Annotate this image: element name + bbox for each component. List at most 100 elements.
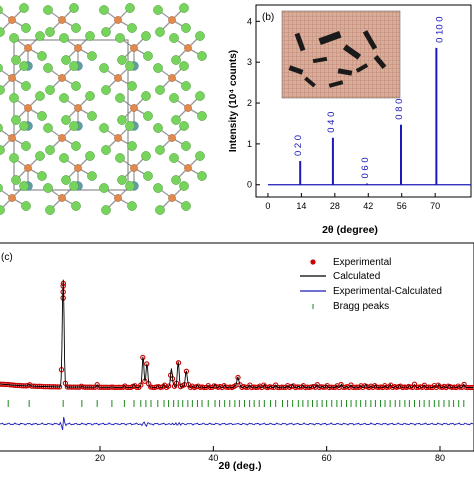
- y-tick-label: 4: [247, 16, 252, 26]
- chlorine-atom: [61, 115, 70, 124]
- x-tick-label: 14: [296, 201, 306, 211]
- chlorine-atom: [125, 121, 134, 130]
- chlorine-atom: [169, 93, 178, 102]
- peak-index-label: 0 2 0: [293, 135, 304, 156]
- tellurium-atom: [184, 164, 191, 171]
- tellurium-atom: [8, 194, 15, 201]
- chlorine-atom: [127, 23, 136, 32]
- x-tick-label: 0: [265, 201, 270, 211]
- chlorine-atom: [87, 171, 96, 180]
- chlorine-atom: [153, 63, 162, 72]
- x-tick-label: 28: [330, 201, 340, 211]
- chlorine-atom: [43, 123, 52, 132]
- chlorine-atom: [21, 141, 30, 150]
- chlorine-atom: [141, 151, 150, 160]
- peak-index-label: 0 6 0: [360, 157, 371, 178]
- chlorine-atom: [153, 183, 162, 192]
- chlorine-atom: [45, 27, 54, 36]
- chlorine-atom: [19, 3, 28, 12]
- chlorine-atom: [11, 115, 20, 124]
- chlorine-atom: [115, 93, 124, 102]
- chlorine-atom: [59, 93, 68, 102]
- difference-curve: [0, 417, 473, 430]
- chlorine-atom: [117, 115, 126, 124]
- tellurium-atom: [168, 134, 175, 141]
- chlorine-atom: [153, 123, 162, 132]
- tellurium-atom: [24, 104, 31, 111]
- chlorine-atom: [179, 181, 188, 190]
- tellurium-atom: [74, 104, 81, 111]
- y-tick-label: 1: [247, 139, 252, 149]
- peak-index-label: 0 8 0: [394, 99, 405, 120]
- crystal-photo-inset: [282, 11, 400, 98]
- tellurium-atom: [58, 194, 65, 201]
- tellurium-atom: [114, 194, 121, 201]
- chlorine-atom: [195, 91, 204, 100]
- tellurium-atom: [130, 104, 137, 111]
- panel-c-frame: [0, 243, 474, 451]
- chlorine-atom: [155, 205, 164, 214]
- chlorine-atom: [195, 151, 204, 160]
- rietveld-panel: (c) Experimental Calculated Experimental…: [0, 243, 474, 472]
- chlorine-atom: [115, 153, 124, 162]
- chlorine-atom: [71, 81, 80, 90]
- chlorine-atom: [99, 63, 108, 72]
- chlorine-atom: [181, 23, 190, 32]
- chlorine-atom: [61, 55, 70, 64]
- tellurium-atom: [24, 44, 31, 51]
- chlorine-atom: [101, 145, 110, 154]
- crystal-structure-panel: [0, 3, 207, 214]
- chlorine-atom: [171, 55, 180, 64]
- bragg-peak-markers: [8, 400, 464, 407]
- chlorine-atom: [153, 5, 162, 14]
- tellurium-atom: [58, 74, 65, 81]
- panel-c-x-axis-label: 2θ (deg.): [218, 460, 261, 472]
- chlorine-atom: [141, 31, 150, 40]
- x-tick-label: 20: [95, 453, 105, 463]
- chlorine-atom: [125, 61, 134, 70]
- x-tick-label: 70: [430, 201, 440, 211]
- chlorine-atom: [171, 115, 180, 124]
- chlorine-atom: [87, 111, 96, 120]
- tellurium-atom: [114, 134, 121, 141]
- tellurium-atom: [58, 134, 65, 141]
- legend-calculated: Calculated: [333, 271, 380, 282]
- tellurium-atom: [114, 74, 121, 81]
- chlorine-atom: [195, 31, 204, 40]
- chlorine-atom: [9, 153, 18, 162]
- chlorine-atom: [87, 51, 96, 60]
- chlorine-atom: [71, 141, 80, 150]
- chlorine-atom: [9, 33, 18, 42]
- chlorine-atom: [143, 171, 152, 180]
- panel-b-x-axis-label: 2θ (degree): [322, 224, 378, 236]
- chlorine-atom: [181, 81, 190, 90]
- chlorine-atom: [117, 55, 126, 64]
- chlorine-atom: [117, 175, 126, 184]
- chlorine-atom: [69, 181, 78, 190]
- legend-experimental: Experimental: [333, 257, 391, 268]
- legend-experimental-marker: [310, 259, 315, 264]
- chlorine-atom: [85, 31, 94, 40]
- chlorine-atom: [197, 111, 206, 120]
- chlorine-atom: [115, 33, 124, 42]
- chlorine-atom: [43, 183, 52, 192]
- chlorine-atom: [127, 81, 136, 90]
- chlorine-atom: [19, 61, 28, 70]
- chlorine-atom: [35, 151, 44, 160]
- chlorine-atom: [101, 27, 110, 36]
- tellurium-atom: [184, 44, 191, 51]
- chlorine-atom: [69, 121, 78, 130]
- chlorine-atom: [45, 205, 54, 214]
- chlorine-atom: [99, 183, 108, 192]
- chlorine-atom: [19, 121, 28, 130]
- chlorine-atom: [181, 201, 190, 210]
- chlorine-atom: [125, 181, 134, 190]
- x-tick-label: 80: [435, 453, 445, 463]
- chlorine-atom: [35, 91, 44, 100]
- chlorine-atom: [21, 201, 30, 210]
- chlorine-atom: [169, 33, 178, 42]
- tellurium-atom: [130, 44, 137, 51]
- chlorine-atom: [179, 121, 188, 130]
